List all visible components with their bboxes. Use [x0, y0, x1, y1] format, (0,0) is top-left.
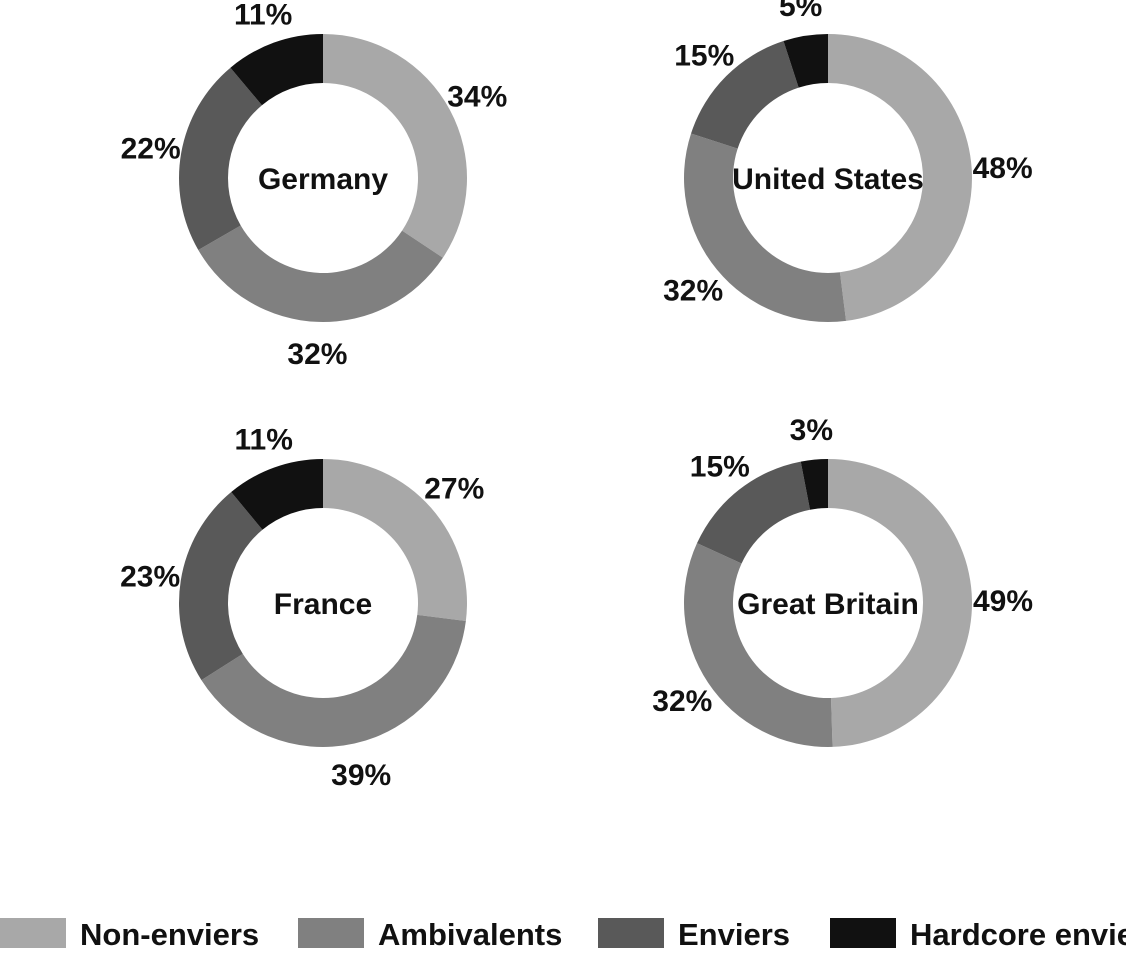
legend-swatch [830, 918, 896, 948]
slice-hardcore-enviers [231, 459, 323, 530]
slice-enviers [179, 492, 263, 681]
legend-item-hardcore-enviers: Hardcore enviers [830, 917, 1126, 952]
chart-title: Great Britain [737, 588, 919, 621]
slice-hardcore-enviers [230, 33, 323, 106]
slice-non-enviers [323, 34, 467, 258]
legend: Non-enviers Ambivalents Enviers Hardcore en… [0, 917, 1126, 952]
data-label: 15% [674, 39, 734, 72]
donut-france: 27% 39% 23% 11% France [120, 423, 484, 791]
donut-united-states: 48% 32% 15% 5% United States [663, 0, 1033, 322]
data-label: 23% [120, 561, 180, 594]
data-label: 48% [973, 152, 1033, 185]
data-label: 49% [973, 585, 1033, 618]
data-label: 5% [779, 0, 822, 23]
chart-title: France [274, 588, 372, 621]
data-label: 3% [790, 414, 833, 447]
slice-enviers [178, 67, 262, 250]
slice-non-enviers [828, 459, 972, 747]
data-label: 11% [234, 0, 292, 32]
charts-area: 34% 32% 22% 11% Germany 48% 32% 15% 5% United Sta… [120, 0, 1033, 792]
data-label: 39% [331, 759, 391, 792]
legend-label: Ambivalents [378, 917, 562, 952]
legend-swatch [598, 918, 664, 948]
slice-hardcore-enviers [800, 459, 828, 510]
legend-item-non-enviers: Non-enviers [0, 917, 259, 952]
legend-swatch [298, 918, 364, 948]
chart-title: United States [732, 163, 924, 196]
legend-item-ambivalents: Ambivalents [298, 917, 562, 952]
slice-ambivalents [201, 614, 466, 747]
legend-swatch [0, 918, 66, 948]
legend-item-enviers: Enviers [598, 917, 790, 952]
donut-great-britain: 49% 32% 15% 3% Great Britain [652, 414, 1033, 747]
chart-title: Germany [258, 163, 388, 196]
slice-ambivalents [198, 225, 443, 322]
slice-enviers [697, 461, 811, 564]
legend-label: Non-enviers [80, 917, 259, 952]
data-label: 15% [690, 450, 750, 483]
data-label: 32% [652, 685, 712, 718]
legend-label: Hardcore enviers [910, 917, 1126, 952]
donut-germany: 34% 32% 22% 11% Germany [121, 0, 508, 371]
slice-ambivalents [683, 543, 833, 747]
slice-hardcore-enviers [783, 34, 828, 88]
data-label: 22% [121, 133, 181, 166]
data-label: 27% [424, 472, 484, 505]
slice-non-enviers [323, 459, 467, 622]
legend-label: Enviers [678, 917, 790, 952]
data-label: 11% [235, 423, 293, 456]
data-label: 34% [447, 80, 507, 113]
slice-enviers [691, 41, 799, 149]
slice-non-enviers [828, 34, 972, 321]
data-label: 32% [287, 338, 347, 371]
slice-ambivalents [683, 133, 847, 322]
data-label: 32% [663, 275, 723, 308]
